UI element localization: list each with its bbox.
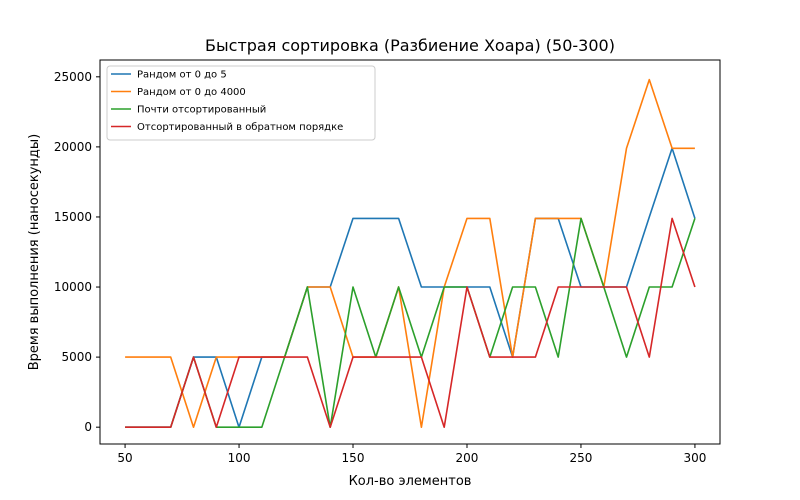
x-tick-label: 300 <box>683 451 706 465</box>
y-tick-label: 15000 <box>54 210 92 224</box>
plot-frame <box>99 59 721 445</box>
series-line-3 <box>125 217 696 429</box>
x-tick-label: 100 <box>228 451 251 465</box>
legend-label-2: Рандом от 0 до 4000 <box>137 87 246 98</box>
legend-label-3: Почти отсортированный <box>137 105 266 116</box>
x-tick-label: 200 <box>456 451 479 465</box>
y-axis: 0 5000 10000 15000 20000 25000 <box>54 70 100 434</box>
y-tick-label: 0 <box>84 420 92 434</box>
y-tick-label: 20000 <box>54 140 92 154</box>
plot-area <box>125 78 696 429</box>
chart-title: Быстрая сортировка (Разбиение Хоара) (50… <box>205 36 615 55</box>
legend-box <box>106 65 376 141</box>
y-tick-label: 10000 <box>54 280 92 294</box>
x-axis: 50 100 150 200 250 300 <box>117 444 706 465</box>
series-line-4 <box>125 217 696 429</box>
y-tick-label: 5000 <box>61 350 92 364</box>
x-tick-label: 150 <box>342 451 365 465</box>
x-axis-label: Кол-во элементов <box>349 474 472 489</box>
x-tick-label: 250 <box>570 451 593 465</box>
x-tick-label: 50 <box>117 451 132 465</box>
y-axis-label: Время выполнения (наносекунды) <box>27 134 42 371</box>
legend-label-4: Отсортированный в обратном порядке <box>137 122 343 133</box>
legend-label-1: Рандом от 0 до 5 <box>137 70 227 81</box>
legend: Рандом от 0 до 5 Рандом от 0 до 4000 Почти… <box>106 65 376 141</box>
y-tick-label: 25000 <box>54 70 92 84</box>
